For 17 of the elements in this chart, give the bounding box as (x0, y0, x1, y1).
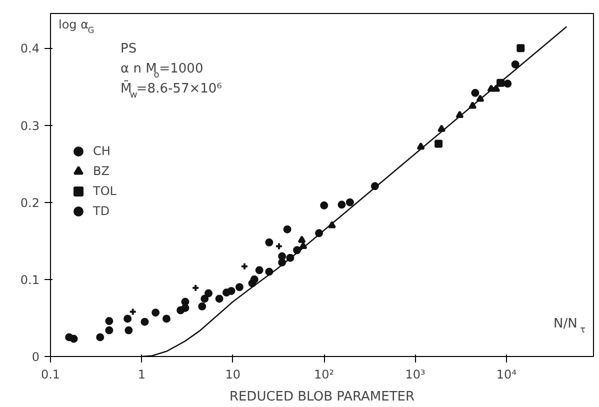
y-tick-label: 0.4 (20, 42, 40, 56)
legend-label: BZ (93, 164, 110, 178)
x-tick-label: 10⁴ (496, 368, 517, 382)
x-tick-label: 10² (314, 368, 334, 382)
y-tick-label: 0.2 (20, 196, 40, 210)
x-tick-label: 10 (225, 368, 241, 382)
y-tick-label: 0.1 (20, 272, 40, 287)
legend-label: TD (93, 204, 111, 218)
y-tick-label: 0.3 (20, 118, 40, 133)
x-axis-title: REDUCED BLOB PARAMETER (229, 390, 415, 404)
x-tick-label: 0.1 (40, 368, 60, 382)
legend-label: TOL (93, 184, 116, 198)
x-tick-label: 10³ (405, 368, 426, 382)
annotation: PS (120, 42, 137, 56)
y-tick-label: 0 (32, 350, 40, 364)
legend-label: CH (93, 144, 112, 158)
x-tick-label: 1 (138, 368, 146, 382)
